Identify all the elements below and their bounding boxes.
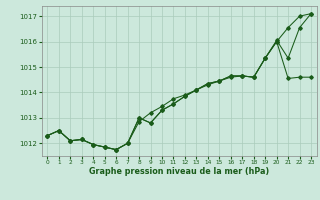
X-axis label: Graphe pression niveau de la mer (hPa): Graphe pression niveau de la mer (hPa) (89, 167, 269, 176)
